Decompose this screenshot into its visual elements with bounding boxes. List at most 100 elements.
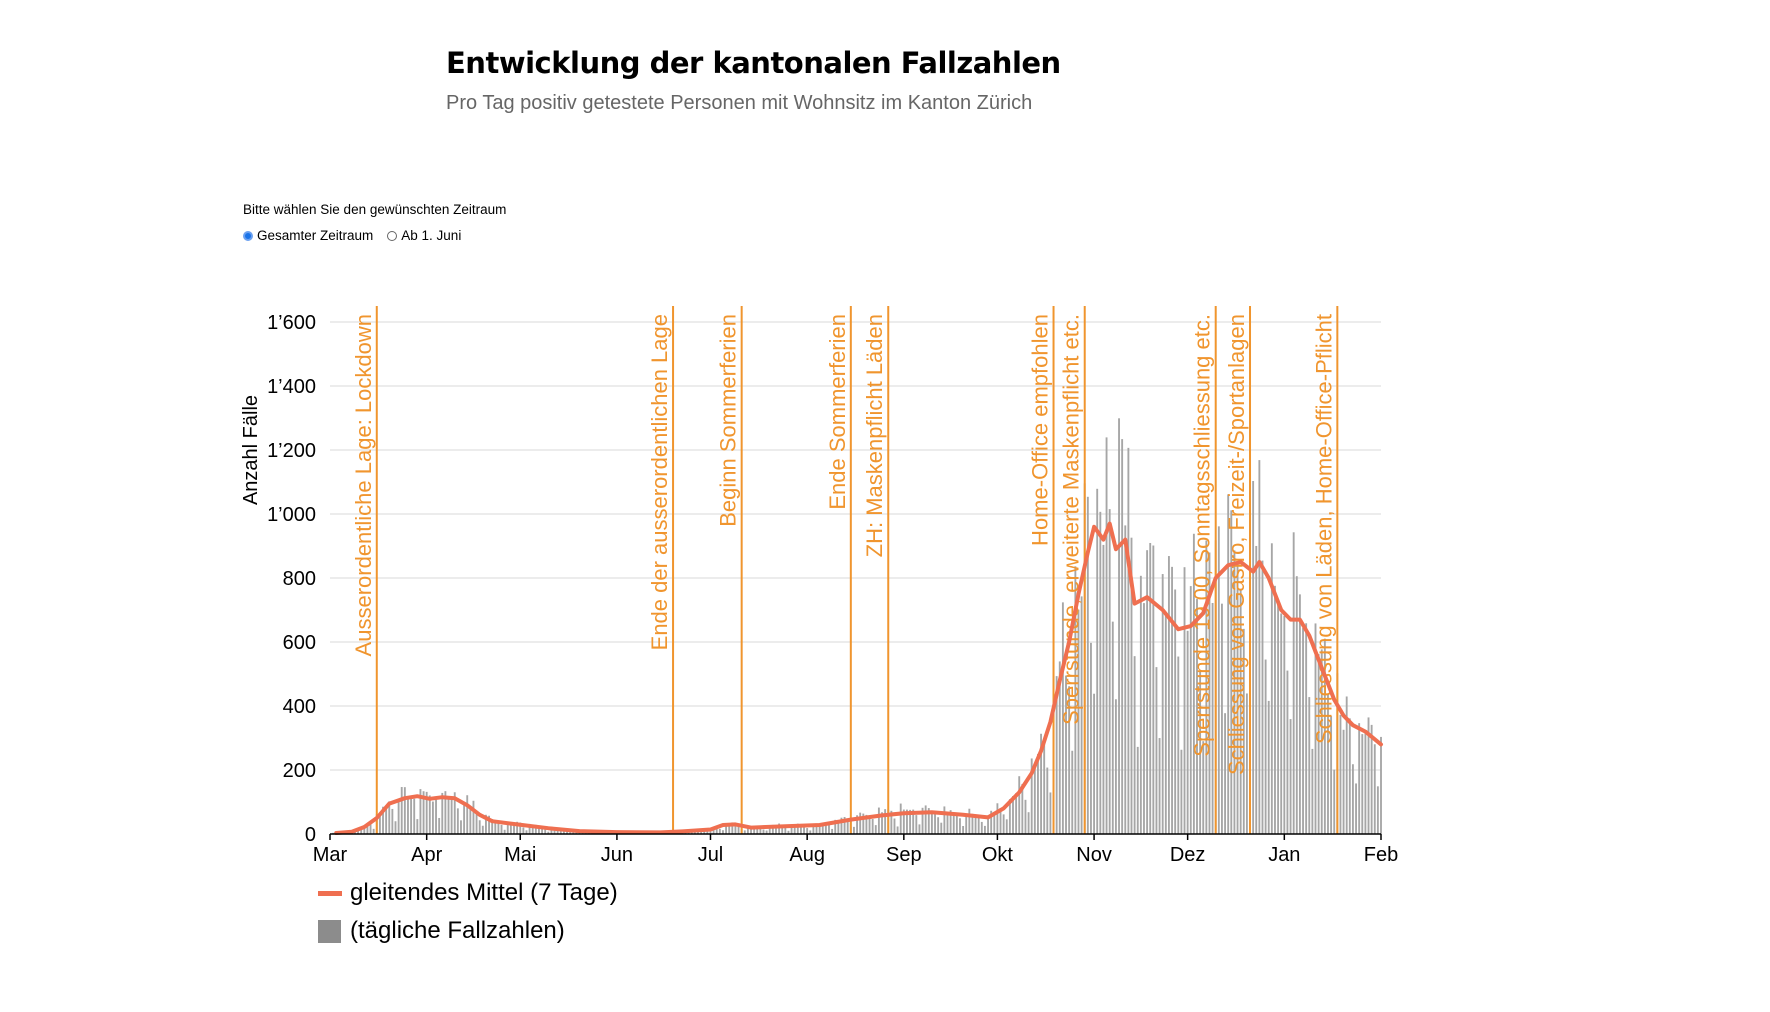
- y-tick-label: 0: [305, 824, 316, 846]
- daily-bar: [1167, 556, 1170, 834]
- daily-bar: [877, 807, 880, 834]
- daily-bar: [799, 825, 802, 834]
- event-label: Ende Sommerferien: [825, 314, 850, 510]
- daily-bar: [569, 832, 572, 834]
- daily-bar: [1058, 661, 1061, 834]
- daily-bar: [1252, 480, 1255, 834]
- daily-bar: [762, 829, 765, 834]
- daily-bar: [1345, 696, 1348, 834]
- daily-bar: [460, 820, 462, 834]
- daily-bar: [1242, 628, 1245, 834]
- daily-bar: [1298, 594, 1301, 834]
- daily-bar: [400, 787, 403, 834]
- daily-bar: [1302, 628, 1304, 834]
- daily-bar: [382, 806, 384, 834]
- daily-bar: [1093, 693, 1096, 834]
- daily-bar: [906, 809, 908, 834]
- daily-bar: [737, 825, 740, 834]
- daily-bar: [1102, 544, 1105, 834]
- daily-bar: [1033, 763, 1036, 834]
- daily-bar: [1364, 730, 1367, 834]
- daily-bar: [1130, 537, 1133, 834]
- daily-bar: [999, 808, 1002, 834]
- daily-bar: [1108, 509, 1111, 834]
- daily-bar: [528, 823, 531, 834]
- legend-line-label: gleitendes Mittel (7 Tage): [350, 879, 618, 906]
- daily-bar: [506, 822, 509, 834]
- daily-bar: [494, 821, 497, 834]
- daily-bar: [765, 830, 768, 834]
- daily-bar: [1305, 623, 1308, 834]
- event-label: Sperrstunde, erweiterte Maskenpflicht et…: [1059, 314, 1084, 725]
- daily-bar: [534, 824, 537, 834]
- radio-ab-1-juni[interactable]: Ab 1. Juni: [387, 228, 461, 243]
- daily-bar: [1024, 799, 1027, 834]
- daily-bar: [775, 826, 777, 834]
- daily-bar: [1283, 615, 1286, 834]
- daily-bar: [962, 825, 965, 834]
- daily-bar: [522, 827, 525, 834]
- y-tick-label: 1’400: [267, 376, 316, 398]
- daily-bar: [715, 826, 718, 834]
- event-label: Sperrstunde 19.00, Sonntagsschliessung e…: [1190, 314, 1215, 757]
- daily-bar: [924, 805, 927, 834]
- radio-gesamter-zeitraum[interactable]: Gesamter Zeitraum: [243, 228, 373, 243]
- daily-bar: [1177, 656, 1180, 834]
- event-label: Home-Office empfohlen: [1028, 314, 1053, 546]
- daily-cases-bars: [332, 418, 1382, 834]
- daily-bar: [934, 812, 936, 834]
- daily-bar: [731, 822, 734, 834]
- daily-bar: [369, 824, 372, 834]
- daily-bar: [1111, 621, 1114, 834]
- daily-bar: [478, 820, 481, 834]
- event-label: Ausserordentliche Lage: Lockdown: [351, 314, 376, 656]
- daily-bar: [796, 823, 799, 834]
- daily-bar: [1358, 723, 1361, 834]
- daily-bar: [993, 813, 996, 834]
- daily-bar: [391, 808, 394, 834]
- daily-bar: [444, 791, 447, 834]
- daily-bar: [1071, 750, 1074, 834]
- daily-bar: [884, 809, 887, 834]
- daily-bar: [388, 801, 391, 834]
- radio-unselected-icon[interactable]: [387, 230, 398, 241]
- daily-bar: [366, 823, 369, 834]
- daily-bar: [1155, 667, 1158, 834]
- daily-bar: [1030, 758, 1033, 834]
- daily-bar: [1114, 699, 1117, 834]
- daily-bar: [1258, 460, 1261, 834]
- daily-bar: [509, 822, 512, 834]
- daily-bar: [959, 818, 961, 834]
- daily-bar: [987, 815, 989, 834]
- daily-bar: [818, 824, 821, 834]
- daily-bar: [1370, 724, 1373, 834]
- daily-bar: [407, 797, 409, 834]
- daily-bar: [1311, 748, 1314, 834]
- daily-bar: [1008, 799, 1011, 834]
- daily-bar: [921, 807, 924, 834]
- x-tick-label: Sep: [886, 844, 922, 866]
- daily-bar: [1361, 734, 1364, 834]
- daily-bar: [1192, 533, 1195, 834]
- x-tick-label: Jan: [1268, 844, 1300, 866]
- daily-bar: [1351, 764, 1354, 834]
- daily-bar: [965, 814, 968, 834]
- daily-bar: [846, 819, 849, 834]
- daily-bar: [837, 822, 840, 834]
- x-tick-label: Nov: [1076, 844, 1112, 866]
- daily-bar: [453, 792, 456, 834]
- daily-bar: [893, 818, 896, 834]
- chart-subtitle: Pro Tag positiv getestete Personen mit W…: [446, 92, 1033, 114]
- daily-bar: [946, 813, 949, 834]
- daily-bar: [927, 808, 930, 834]
- daily-bar: [1180, 749, 1183, 834]
- daily-bar: [519, 822, 522, 834]
- daily-bar: [1043, 743, 1046, 834]
- daily-bar: [1233, 550, 1236, 834]
- radio-selected-icon[interactable]: [243, 230, 253, 241]
- daily-bar: [712, 827, 715, 834]
- daily-bar: [438, 817, 441, 834]
- daily-bar: [372, 828, 375, 834]
- daily-bar: [1308, 697, 1311, 834]
- daily-bar: [943, 806, 946, 834]
